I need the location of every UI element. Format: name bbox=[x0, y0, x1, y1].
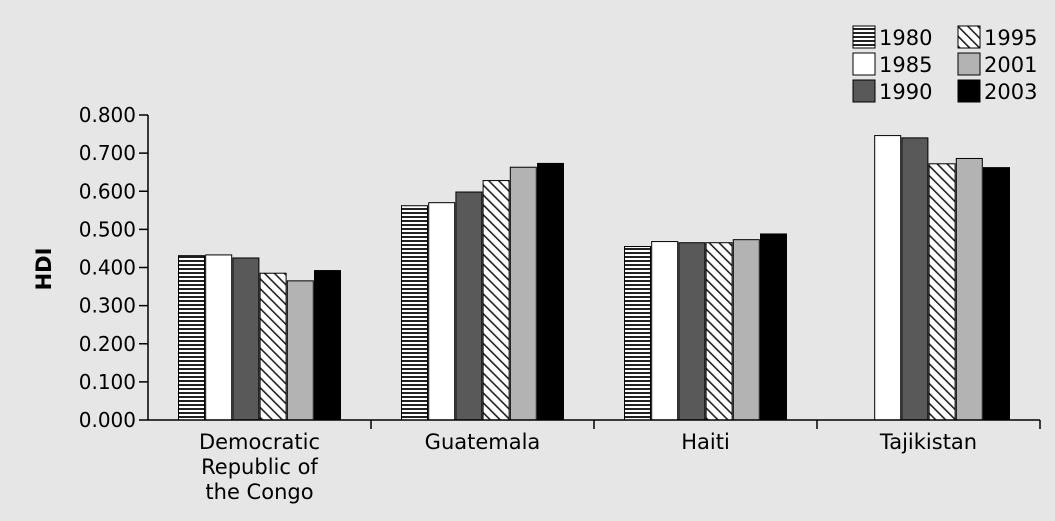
bar-1980-1 bbox=[401, 205, 428, 421]
bar-2001-0 bbox=[286, 280, 314, 421]
bar-2001-1 bbox=[509, 166, 537, 421]
category-label: Haiti bbox=[681, 430, 730, 454]
y-axis-title: HDI bbox=[32, 248, 56, 291]
bar-1990-3 bbox=[901, 137, 929, 421]
bar-2003-3 bbox=[983, 167, 1010, 421]
category-label: Guatemala bbox=[425, 430, 541, 454]
y-tick-label: 0.600 bbox=[79, 179, 136, 203]
y-tick-label: 0.100 bbox=[79, 370, 136, 394]
y-tick-label: 0.700 bbox=[79, 141, 136, 165]
bar-1995-0 bbox=[259, 272, 287, 421]
bar-2003-0 bbox=[314, 270, 341, 421]
bar-1985-3 bbox=[874, 135, 902, 421]
bar-1990-0 bbox=[232, 257, 260, 421]
legend-label-1995: 1995 bbox=[984, 26, 1037, 50]
y-tick-label: 0.800 bbox=[79, 103, 136, 127]
y-tick-label: 0.200 bbox=[79, 332, 136, 356]
bar-1985-1 bbox=[428, 202, 456, 421]
legend-swatch-1985 bbox=[852, 52, 876, 76]
bar-1990-1 bbox=[455, 191, 483, 421]
bar-2003-2 bbox=[760, 233, 787, 421]
bar-1980-0 bbox=[178, 255, 205, 421]
bar-2001-3 bbox=[955, 157, 983, 421]
bar-1995-1 bbox=[482, 180, 510, 421]
category-label: Tajikistan bbox=[879, 430, 977, 454]
y-tick-label: 0.500 bbox=[79, 217, 136, 241]
category-label: Democratic Republic of the Congo bbox=[199, 430, 320, 504]
legend-label-2001: 2001 bbox=[984, 53, 1037, 77]
legend-label-2003: 2003 bbox=[984, 80, 1037, 104]
bars bbox=[178, 135, 1010, 421]
bar-1995-2 bbox=[705, 242, 733, 421]
bar-1990-2 bbox=[678, 242, 706, 421]
y-axis-ticks: 0.000 0.100 0.200 0.300 0.400 0.500 0.600 0.700… bbox=[79, 103, 148, 432]
bar-2003-1 bbox=[537, 162, 564, 421]
category-labels: Democratic Republic of the Congo Guatemala H… bbox=[199, 430, 977, 504]
legend: 1980 1985 1990 1995 2001 2003 bbox=[852, 25, 1037, 104]
legend-swatch-1995 bbox=[957, 25, 981, 49]
y-tick-label: 0.400 bbox=[79, 256, 136, 280]
legend-label-1985: 1985 bbox=[879, 53, 932, 77]
bar-1980-2 bbox=[624, 246, 651, 421]
y-tick-label: 0.000 bbox=[79, 408, 136, 432]
y-tick-label: 0.300 bbox=[79, 294, 136, 318]
bar-1985-2 bbox=[651, 241, 679, 421]
axes bbox=[147, 115, 1041, 429]
legend-label-1990: 1990 bbox=[879, 80, 932, 104]
bar-1985-0 bbox=[205, 254, 233, 421]
bar-2001-2 bbox=[732, 239, 760, 421]
legend-swatch-2001 bbox=[957, 52, 981, 76]
legend-swatch-1990 bbox=[852, 79, 876, 103]
legend-swatch-1980 bbox=[852, 25, 876, 49]
legend-swatch-2003 bbox=[957, 79, 981, 103]
bar-1995-3 bbox=[928, 163, 956, 421]
legend-label-1980: 1980 bbox=[879, 26, 932, 50]
